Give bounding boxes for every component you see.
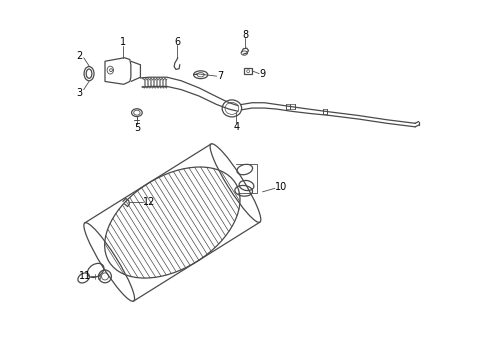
- Text: 8: 8: [242, 30, 248, 40]
- Text: 3: 3: [76, 88, 82, 98]
- Text: 9: 9: [260, 69, 266, 79]
- Text: 6: 6: [174, 37, 180, 47]
- Text: 1: 1: [120, 37, 126, 48]
- Text: 11: 11: [79, 271, 91, 282]
- Text: 12: 12: [144, 197, 156, 207]
- Text: 2: 2: [76, 51, 83, 61]
- Text: 5: 5: [134, 122, 140, 132]
- Text: 10: 10: [275, 182, 287, 192]
- Text: 4: 4: [233, 122, 239, 132]
- Text: 7: 7: [217, 71, 223, 81]
